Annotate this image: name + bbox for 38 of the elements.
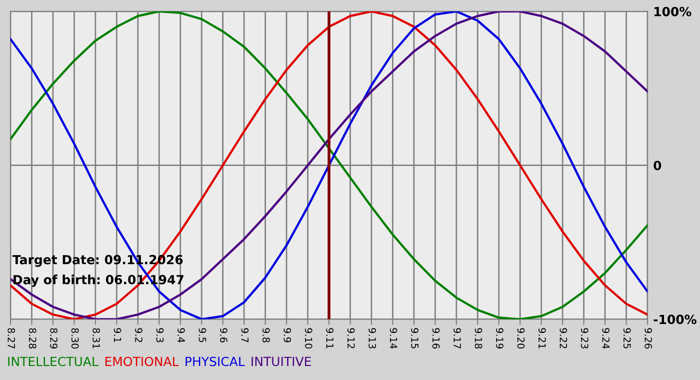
x-tick-label: 9.22 (560, 328, 568, 348)
x-tick-label: 9.12 (347, 328, 355, 348)
x-tick-label: 9.4 (178, 328, 185, 342)
x-tick-label: 9.11 (326, 328, 334, 348)
x-tick-label: 9.24 (602, 328, 610, 349)
x-tick-label: 9.9 (284, 328, 292, 342)
text: PHYSICAL (186, 356, 245, 366)
y-tick-label: 100% (654, 6, 692, 16)
x-tick-label: 8.30 (71, 328, 79, 349)
x-tick-label: 9.23 (580, 328, 588, 348)
x-tick-label: 9.21 (538, 328, 546, 348)
x-tick-label: 8.29 (50, 328, 58, 348)
x-tick-label: 8.31 (92, 328, 100, 348)
x-tick-label: 9.5 (198, 328, 206, 342)
x-tick-label: 9.14 (390, 328, 398, 349)
text: INTUITIVE (252, 356, 311, 366)
x-tick-label: 9.20 (517, 328, 525, 349)
x-tick-label: 8.27 (8, 328, 16, 348)
x-tick-label: 9.18 (474, 328, 482, 349)
x-tick-label: 9.1 (114, 328, 122, 342)
text: EMOTIONAL (105, 356, 179, 366)
x-tick-label: 9.3 (156, 328, 164, 342)
x-tick-label: 9.25 (623, 328, 631, 348)
x-tick-label: 9.10 (304, 328, 312, 349)
x-tick-label: 9.6 (220, 328, 228, 342)
text: INTELLECTUAL (8, 356, 98, 366)
x-tick-label: 9.2 (135, 328, 142, 342)
x-tick-label: 9.8 (262, 328, 270, 342)
x-tick-label: 9.15 (411, 328, 418, 348)
y-tick-label: -100% (654, 314, 696, 324)
x-tick-label: 8.28 (28, 328, 36, 349)
x-tick-label: 9.19 (496, 328, 504, 348)
x-tick-label: 9.7 (241, 328, 249, 342)
x-tick-label: 9.16 (432, 328, 440, 349)
x-tick-label: 9.17 (454, 328, 461, 348)
y-tick-label: 0 (654, 160, 662, 170)
x-tick-label: 9.26 (644, 328, 652, 349)
x-tick-label: 9.13 (368, 328, 376, 348)
